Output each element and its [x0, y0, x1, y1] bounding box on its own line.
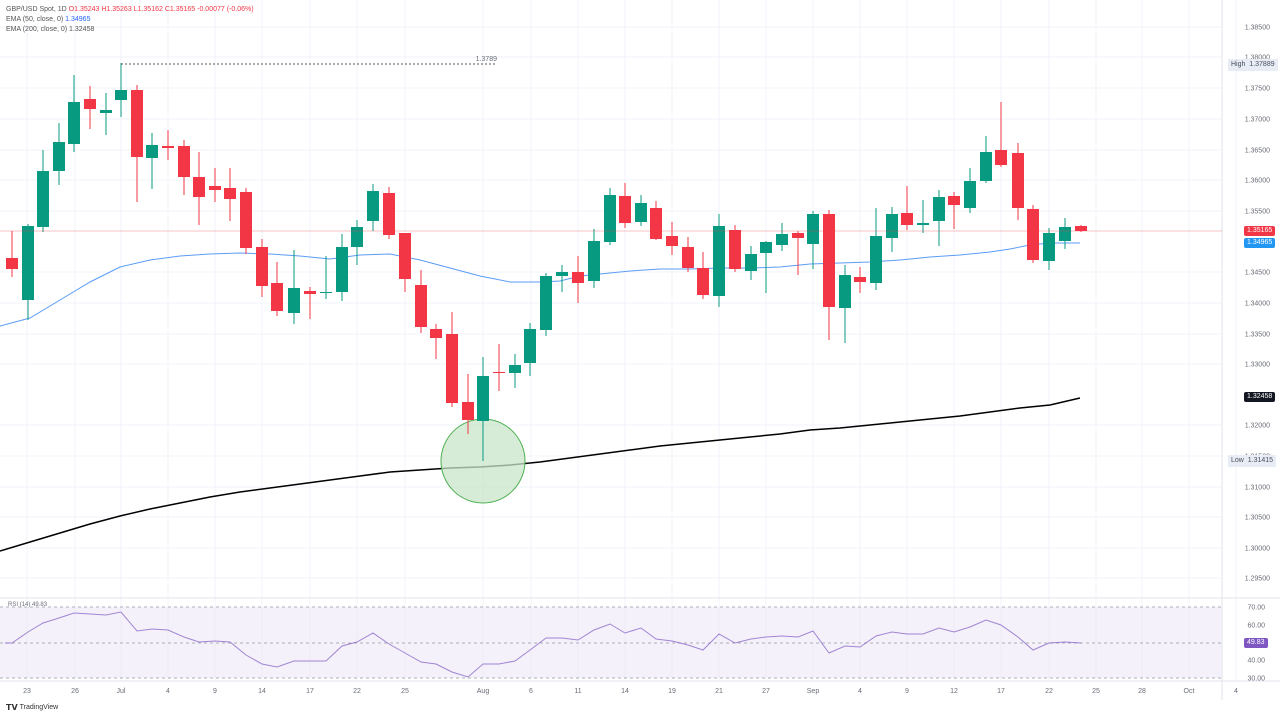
svg-text:1.34500: 1.34500 — [1245, 270, 1270, 277]
last-price-tag: 1.35165 — [1244, 226, 1276, 236]
ema200-price-tag: 1.32458 — [1244, 392, 1276, 402]
svg-text:1.30000: 1.30000 — [1245, 546, 1270, 553]
change-value: -0.00077 (-0.06%) — [197, 6, 254, 13]
svg-text:1.38000: 1.38000 — [1245, 55, 1270, 62]
price-axis[interactable]: 1.38500 1.38000 1.37500 1.37000 1.36500 1.360… — [1245, 25, 1270, 583]
rsi-label: RSI (14) — [8, 602, 31, 608]
high-value: H1.35263 — [101, 6, 132, 13]
svg-text:1.37500: 1.37500 — [1245, 86, 1270, 93]
rsi-legend-value: 49.83 — [32, 602, 48, 608]
ema200-value: 1.32458 — [69, 26, 95, 33]
svg-text:1.34000: 1.34000 — [1245, 301, 1270, 308]
svg-text:26: 26 — [71, 688, 79, 695]
svg-text:22: 22 — [353, 688, 361, 695]
svg-text:1.35500: 1.35500 — [1245, 209, 1270, 216]
grid-lines — [0, 0, 1280, 700]
ema50-value: 1.34965 — [65, 16, 91, 23]
svg-text:17: 17 — [997, 688, 1005, 695]
svg-text:9: 9 — [213, 688, 217, 695]
svg-text:4: 4 — [858, 688, 862, 695]
low-tag: Low 1.31415 — [1228, 455, 1277, 467]
svg-text:1.37000: 1.37000 — [1245, 117, 1270, 124]
svg-text:Jul: Jul — [117, 688, 126, 695]
svg-text:14: 14 — [621, 688, 629, 695]
svg-text:1.36500: 1.36500 — [1245, 148, 1270, 155]
svg-text:Aug: Aug — [477, 688, 490, 695]
ema50-legend[interactable]: EMA (50, close, 0) 1.34965 — [6, 15, 254, 25]
svg-text:1.30500: 1.30500 — [1245, 515, 1270, 522]
svg-text:27: 27 — [762, 688, 770, 695]
overlays: 1.3789 — [0, 56, 1222, 232]
svg-text:1.3789: 1.3789 — [476, 56, 498, 63]
svg-text:Sep: Sep — [807, 688, 820, 695]
time-axis[interactable]: 23 26 Jul 4 9 14 17 22 25 Aug 6 11 14 19 21 27 Sep 4 9 12 17… — [23, 688, 1238, 695]
chart-legend: GBP/USD Spot, 1D O1.35243 H1.35263 L1.35… — [6, 5, 254, 35]
low-value: L1.35162 — [133, 6, 163, 13]
svg-text:28: 28 — [1138, 688, 1146, 695]
svg-text:4: 4 — [166, 688, 170, 695]
rsi-value-tag: 49.83 — [1244, 638, 1268, 648]
svg-text:1.33000: 1.33000 — [1245, 362, 1270, 369]
svg-text:1.38500: 1.38500 — [1245, 25, 1270, 32]
svg-text:1.29500: 1.29500 — [1245, 576, 1270, 583]
svg-text:17: 17 — [306, 688, 314, 695]
low-tag-label: Low — [1231, 457, 1244, 464]
svg-text:14: 14 — [258, 688, 266, 695]
svg-text:21: 21 — [715, 688, 723, 695]
high-tag: High 1.37889 — [1228, 59, 1278, 71]
rsi-pane: 70.00 60.00 40.00 30.00 — [0, 605, 1265, 683]
tradingview-logo[interactable]: 𝗧𝗩 TradingView — [6, 703, 58, 712]
svg-text:1.36000: 1.36000 — [1245, 178, 1270, 185]
svg-text:70.00: 70.00 — [1247, 605, 1265, 612]
ema200-label: EMA (200, close, 0) — [6, 26, 68, 33]
tv-logo-text: TradingView — [19, 704, 59, 711]
ema200-line — [0, 397, 1081, 552]
svg-text:30.00: 30.00 — [1247, 676, 1265, 683]
svg-text:6: 6 — [529, 688, 533, 695]
svg-text:22: 22 — [1045, 688, 1053, 695]
svg-text:40.00: 40.00 — [1247, 658, 1265, 665]
ema50-label: EMA (50, close, 0) — [6, 16, 64, 23]
svg-text:1.32000: 1.32000 — [1245, 423, 1270, 430]
close-value: C1.35165 — [164, 6, 196, 13]
svg-text:25: 25 — [1092, 688, 1100, 695]
ema50-line — [0, 242, 1080, 327]
tv-logo-icon: 𝗧𝗩 — [6, 703, 18, 712]
svg-text:4: 4 — [1234, 688, 1238, 695]
svg-text:25: 25 — [401, 688, 409, 695]
svg-text:11: 11 — [574, 688, 581, 695]
high-tag-value: 1.37889 — [1249, 61, 1275, 68]
svg-text:Oct: Oct — [1184, 688, 1195, 695]
symbol-label[interactable]: GBP/USD Spot, 1D — [6, 6, 67, 13]
ohlc-row: GBP/USD Spot, 1D O1.35243 H1.35263 L1.35… — [6, 5, 254, 15]
svg-text:1.31000: 1.31000 — [1245, 485, 1270, 492]
candlesticks — [6, 63, 1087, 461]
ema50-price-tag: 1.34965 — [1244, 238, 1276, 248]
svg-text:12: 12 — [950, 688, 958, 695]
high-tag-label: High — [1231, 61, 1246, 68]
svg-text:19: 19 — [668, 688, 676, 695]
low-tag-value: 1.31415 — [1247, 457, 1274, 464]
rsi-legend[interactable]: RSI (14) 49.83 — [8, 602, 47, 608]
svg-text:9: 9 — [905, 688, 909, 695]
svg-text:60.00: 60.00 — [1247, 623, 1265, 630]
svg-text:1.33500: 1.33500 — [1245, 332, 1270, 339]
svg-text:23: 23 — [23, 688, 31, 695]
open-value: O1.35243 — [68, 6, 100, 13]
ema200-legend[interactable]: EMA (200, close, 0) 1.32458 — [6, 25, 254, 35]
